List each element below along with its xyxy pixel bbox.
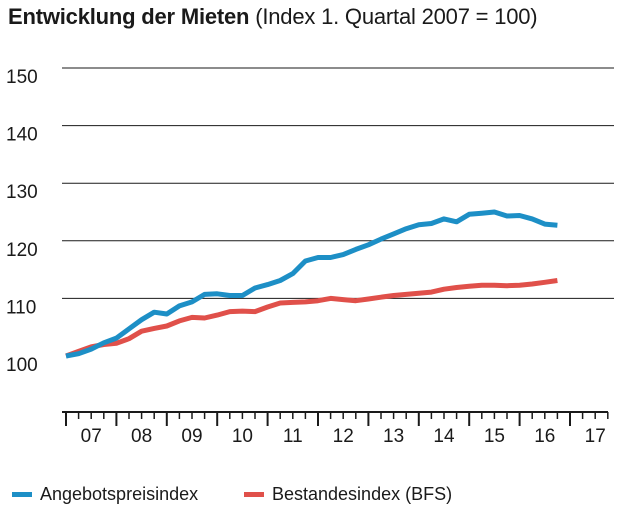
x-tick-label-17: 17 bbox=[585, 426, 606, 447]
legend-swatch-angebotspreisindex bbox=[12, 491, 32, 497]
legend-item-angebotspreisindex: Angebotspreisindex bbox=[12, 483, 198, 505]
series-line-angebotspreisindex bbox=[65, 209, 558, 359]
legend-label-angebotspreisindex: Angebotspreisindex bbox=[40, 483, 199, 504]
x-tick-label-10: 10 bbox=[232, 426, 253, 447]
x-tick-label-08: 08 bbox=[131, 426, 152, 447]
y-tick-label: 140 bbox=[6, 125, 38, 146]
x-tick-label-09: 09 bbox=[181, 426, 202, 447]
y-tick-label: 120 bbox=[6, 240, 38, 261]
x-tick-label-13: 13 bbox=[383, 426, 404, 447]
chart-subtitle: (Index 1. Quartal 2007 = 100) bbox=[255, 4, 538, 29]
y-tick-label: 130 bbox=[6, 182, 38, 203]
x-tick-label-12: 12 bbox=[333, 426, 354, 447]
chart-title-main: Entwicklung der Mieten bbox=[8, 4, 250, 29]
legend-swatch-bestandesindex bbox=[244, 491, 264, 497]
legend-label-bestandesindex: Bestandesindex (BFS) bbox=[272, 483, 453, 504]
x-tick-label-11: 11 bbox=[283, 426, 303, 447]
y-tick-label: 100 bbox=[6, 355, 38, 376]
x-tick-label-16: 16 bbox=[534, 426, 555, 447]
series-line-bestandesindex bbox=[65, 278, 558, 359]
x-tick-label-15: 15 bbox=[484, 426, 505, 447]
chart-title: Entwicklung der Mieten (Index 1. Quartal… bbox=[8, 4, 538, 30]
y-tick-label: 150 bbox=[6, 67, 38, 88]
line-chart: 100 110 120 130 140 150 07 08 09 10 11 12 13 14 15 16 17 bbox=[6, 67, 614, 447]
x-tick-label-07: 07 bbox=[81, 426, 102, 447]
y-tick-label: 110 bbox=[6, 297, 36, 318]
x-tick-label-14: 14 bbox=[433, 426, 455, 447]
legend-item-bestandesindex: Bestandesindex (BFS) bbox=[244, 483, 452, 505]
